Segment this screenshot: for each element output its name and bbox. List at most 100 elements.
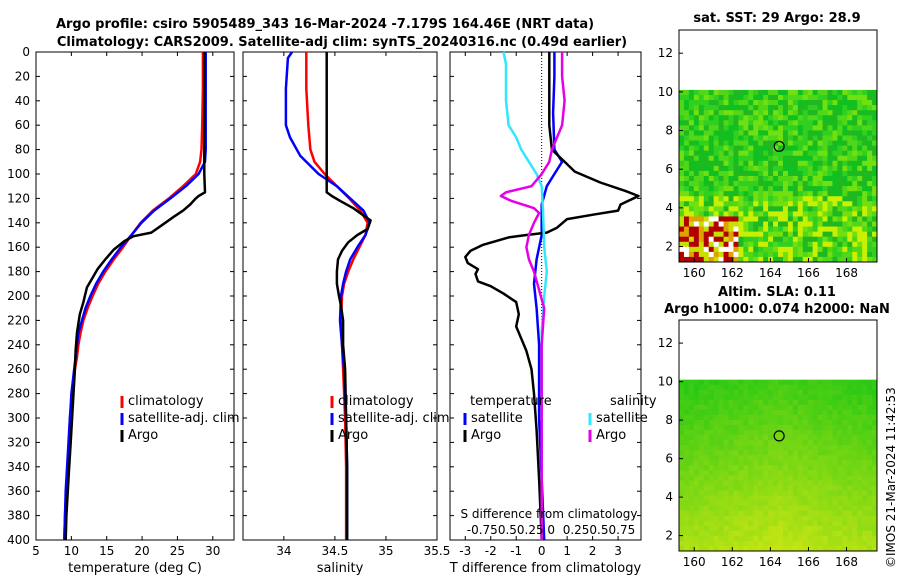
map-cell: [837, 520, 843, 527]
map-cell: [862, 465, 868, 471]
map-cell: [718, 115, 724, 121]
map-cell: [728, 460, 734, 466]
map-cell: [792, 120, 799, 126]
map-cell: [822, 465, 828, 471]
map-cell: [778, 379, 784, 386]
map-cell: [792, 389, 799, 396]
map-x-tick-label: 162: [721, 555, 744, 569]
map-cell: [738, 495, 744, 502]
map-cell: [852, 155, 858, 162]
map-cell: [782, 510, 789, 517]
map-cell: [738, 414, 744, 421]
map-cell: [792, 201, 799, 207]
map-cell: [708, 485, 715, 491]
map-cell: [832, 460, 838, 466]
map-cell: [857, 520, 863, 527]
map-cell: [763, 226, 769, 233]
map-cell: [748, 236, 754, 243]
map-cell: [698, 181, 705, 187]
map-cell: [733, 94, 739, 101]
map-cell: [743, 425, 749, 431]
map-cell: [743, 450, 749, 456]
map-cell: [768, 515, 774, 522]
map-cell: [872, 384, 878, 391]
map-cell: [733, 525, 739, 532]
map-cell: [698, 140, 705, 146]
map-cell: [763, 430, 769, 436]
map-cell: [713, 450, 719, 456]
map-cell: [792, 480, 799, 486]
map-cell: [753, 251, 759, 258]
map-cell: [693, 440, 700, 446]
map-cell: [713, 251, 719, 258]
map-cell: [817, 480, 823, 486]
map-cell: [792, 251, 799, 258]
map-cell: [807, 475, 814, 481]
map-cell: [698, 425, 705, 431]
map-cell: [797, 120, 804, 126]
map-cell: [817, 186, 823, 192]
y-tick-label: 240: [7, 338, 30, 352]
map-cell: [683, 186, 690, 192]
map-cell: [743, 414, 749, 421]
map-cell: [713, 394, 719, 401]
map-cell: [728, 435, 734, 441]
map-cell: [778, 515, 784, 522]
map-cell: [822, 505, 828, 512]
map-cell: [792, 231, 799, 238]
map-cell: [822, 216, 828, 222]
map-cell: [807, 520, 814, 527]
map-cell: [708, 150, 715, 157]
map-cell: [713, 100, 719, 106]
map-cell: [797, 191, 804, 197]
map-cell: [837, 231, 843, 238]
x-tick-label: -2: [485, 544, 497, 558]
map-cell: [832, 181, 838, 187]
map-cell: [763, 495, 769, 502]
map-cell: [738, 140, 744, 146]
map-cell: [862, 515, 868, 522]
map-cell: [792, 256, 799, 263]
map-cell: [832, 251, 838, 258]
map-cell: [693, 430, 700, 436]
map-cell: [728, 145, 734, 152]
map-cell: [837, 379, 843, 386]
map-cell: [797, 115, 804, 121]
map-cell: [723, 216, 729, 222]
map-cell: [693, 246, 700, 253]
map-cell: [817, 110, 823, 116]
map-cell: [857, 145, 863, 152]
series-line-climatology: [305, 52, 369, 540]
map-cell: [867, 505, 873, 512]
map-cell: [842, 125, 848, 131]
map-cell: [842, 241, 848, 248]
map-cell: [862, 475, 868, 481]
map-cell: [792, 460, 799, 466]
map-cell: [782, 384, 789, 391]
map-cell: [683, 455, 690, 461]
x-tick-label: 30: [205, 544, 220, 558]
map-cell: [778, 470, 784, 476]
map-cell: [773, 120, 779, 126]
map-cell: [743, 379, 749, 386]
map-cell: [703, 115, 710, 121]
map-cell: [782, 105, 789, 111]
map-cell: [862, 394, 868, 401]
map-cell: [683, 425, 690, 431]
map-cell: [768, 485, 774, 491]
map-cell: [738, 440, 744, 446]
map-cell: [758, 490, 764, 496]
map-cell: [773, 535, 779, 542]
map-cell: [763, 500, 769, 507]
map-cell: [857, 165, 863, 172]
map-cell: [743, 399, 749, 406]
map-cell: [802, 394, 809, 401]
map-cell: [792, 470, 799, 476]
map-cell: [753, 120, 759, 126]
map-cell: [842, 201, 848, 207]
map-cell: [842, 175, 848, 182]
map-cell: [728, 545, 734, 552]
map-cell: [827, 430, 833, 436]
map-cell: [683, 165, 690, 172]
map-cell: [723, 540, 729, 547]
